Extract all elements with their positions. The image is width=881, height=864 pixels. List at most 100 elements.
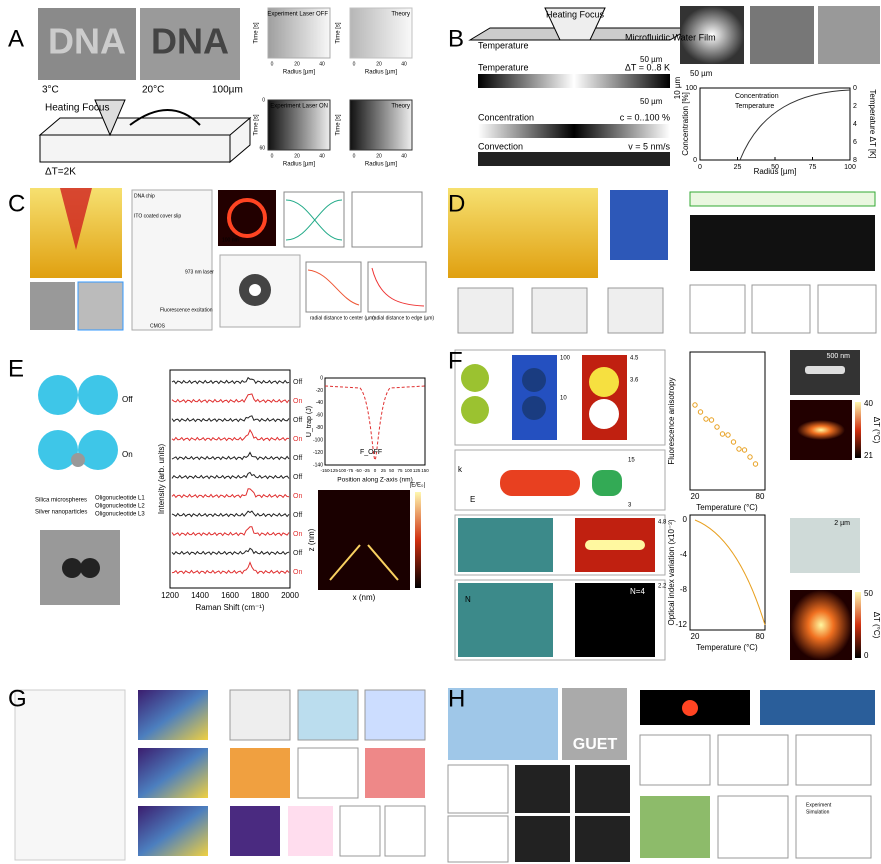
timeline <box>689 191 876 207</box>
label: Radius [µm] <box>754 167 797 176</box>
panel-label: H <box>448 685 465 712</box>
tick-label: -4 <box>680 550 688 559</box>
state-label: On <box>293 436 302 443</box>
label: radial distance to edge (µm) <box>372 315 434 321</box>
label: Temperature (°C) <box>696 503 758 512</box>
colorbar <box>415 492 421 588</box>
tick-label: 0 <box>683 515 688 524</box>
tick-label: 0 <box>271 61 274 67</box>
point <box>708 417 715 423</box>
tick-label: 1200 <box>161 591 179 600</box>
tick-label: 125 <box>413 468 421 473</box>
tick-label: 2000 <box>281 591 299 600</box>
micrograph <box>790 518 860 573</box>
tick-label: -125 <box>329 468 339 473</box>
plot-frame <box>169 369 291 589</box>
panel-label: C <box>8 190 25 217</box>
tick-label: 25 <box>734 164 742 171</box>
micrograph <box>30 282 75 330</box>
label: c = 0..100 % <box>620 112 670 122</box>
trap-sketch <box>219 254 301 328</box>
label: Time [s] <box>254 114 260 135</box>
tick-label: 20 <box>294 61 300 67</box>
plot-frame <box>689 351 766 491</box>
label: 50 <box>864 589 873 598</box>
label: Fluorescence anisotropy <box>667 377 676 464</box>
label: 100 nm <box>222 237 239 243</box>
tick-label: 25 <box>381 468 387 473</box>
state-label: Off <box>293 512 302 519</box>
tick-label: -120 <box>313 450 323 456</box>
panel-label: A <box>8 25 24 52</box>
tick-label: 4.5 <box>630 356 639 362</box>
map <box>267 7 331 59</box>
label: Intensity (arb. units) <box>157 444 166 515</box>
label: Oligonucleotide L2 <box>95 504 145 510</box>
tick-label: 0 <box>353 61 356 67</box>
label: ITO coated cover slip <box>134 213 181 219</box>
spectrum <box>171 393 290 404</box>
tick-label: 50 <box>771 164 779 171</box>
array-sketch <box>448 188 598 278</box>
label: On <box>122 450 133 459</box>
label: Radius [µm] <box>283 70 315 76</box>
legend-entry: Concentration <box>735 93 779 100</box>
tick-label: 10 <box>560 396 567 402</box>
arrow <box>129 109 201 126</box>
tick-label: 3.6 <box>630 378 639 384</box>
tick-label: 1600 <box>221 591 239 600</box>
state-label: Off <box>293 379 302 386</box>
tick-label: 1800 <box>251 591 269 600</box>
tick-label: 1400 <box>191 591 209 600</box>
panel-label: F <box>448 347 463 374</box>
label: Silica microspheres <box>35 498 87 504</box>
panel-label: E <box>8 355 24 382</box>
tick-label: -50 <box>355 468 362 473</box>
tick-label: -150 <box>320 468 330 473</box>
legend-entry: Temperature <box>735 103 774 110</box>
tick-label: 20 <box>376 153 382 159</box>
label: 50 µm <box>690 69 713 78</box>
label: Heating Focus <box>45 103 109 114</box>
point <box>692 402 698 408</box>
tick-label: 0 <box>693 157 697 164</box>
label: F_OFF <box>360 449 382 456</box>
label: CMOS <box>150 323 166 329</box>
map <box>349 99 413 151</box>
label: Optical index variation (x10⁻³) <box>667 519 676 625</box>
spectrum <box>171 428 290 442</box>
device-sketch <box>448 688 558 760</box>
label: Convection <box>478 141 523 151</box>
spectrum <box>171 561 290 575</box>
tick-label: 20 <box>376 61 382 67</box>
tick-label: -20 <box>316 388 323 394</box>
map <box>349 7 413 59</box>
panel-label: D <box>448 190 465 217</box>
micrograph <box>818 6 880 64</box>
label: ΔT=2K <box>45 167 76 178</box>
label: Experiment Laser OFF <box>267 12 328 18</box>
tick-label: 60 <box>259 145 265 151</box>
tick-label: 6 <box>853 139 857 146</box>
label: Microfluidic Water Film <box>625 32 716 42</box>
point <box>714 424 720 430</box>
tick-label: 40 <box>319 153 325 159</box>
plot-frame <box>324 377 426 466</box>
label: Time [s] <box>336 114 342 135</box>
label: ΔT = 0..8 K <box>625 62 670 72</box>
label: Concentration <box>478 112 534 122</box>
thermal-map <box>790 590 852 660</box>
tick-label: 0 <box>698 164 702 171</box>
label: ΔT (°C) <box>872 417 881 444</box>
curve <box>285 199 343 241</box>
label: Heating Focus <box>546 9 605 19</box>
state-label: Off <box>293 455 302 462</box>
label: 10 µm <box>673 76 682 99</box>
label: 500 nm <box>827 353 851 360</box>
tick-label: 40 <box>401 153 407 159</box>
tick-label: 100 <box>685 85 697 92</box>
dna-image <box>140 8 240 80</box>
tick-label: 75 <box>397 468 403 473</box>
tick-label: -100 <box>313 437 323 443</box>
